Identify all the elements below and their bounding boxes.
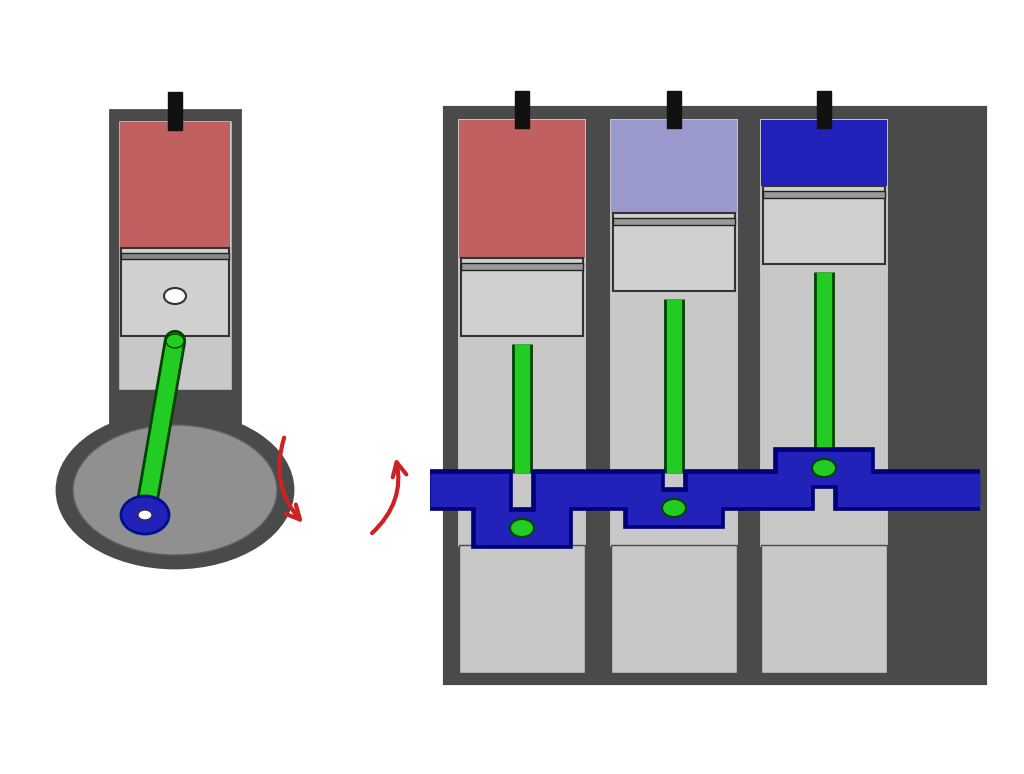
Bar: [613, 213, 735, 291]
Bar: [110, 110, 240, 440]
Bar: [515, 91, 529, 128]
Bar: [445, 108, 985, 683]
Ellipse shape: [138, 510, 152, 520]
Bar: [609, 118, 739, 548]
Ellipse shape: [812, 459, 836, 477]
Bar: [817, 91, 831, 128]
Bar: [461, 263, 583, 270]
Ellipse shape: [662, 499, 686, 517]
Bar: [168, 92, 182, 130]
Ellipse shape: [166, 334, 184, 348]
Ellipse shape: [57, 412, 293, 568]
Bar: [459, 120, 585, 258]
Bar: [461, 258, 583, 336]
Bar: [611, 120, 737, 213]
Bar: [459, 545, 585, 673]
Bar: [457, 118, 587, 548]
Bar: [120, 122, 230, 252]
Ellipse shape: [121, 496, 169, 534]
Bar: [613, 218, 735, 225]
Ellipse shape: [164, 288, 186, 304]
Bar: [118, 120, 232, 390]
Bar: [611, 545, 737, 673]
Ellipse shape: [510, 519, 534, 537]
Bar: [763, 186, 885, 264]
Ellipse shape: [73, 425, 278, 555]
Bar: [761, 120, 887, 186]
Bar: [667, 91, 681, 128]
Bar: [763, 191, 885, 198]
Bar: [761, 545, 887, 673]
Bar: [121, 253, 229, 259]
Bar: [759, 118, 889, 548]
Bar: [121, 248, 229, 336]
